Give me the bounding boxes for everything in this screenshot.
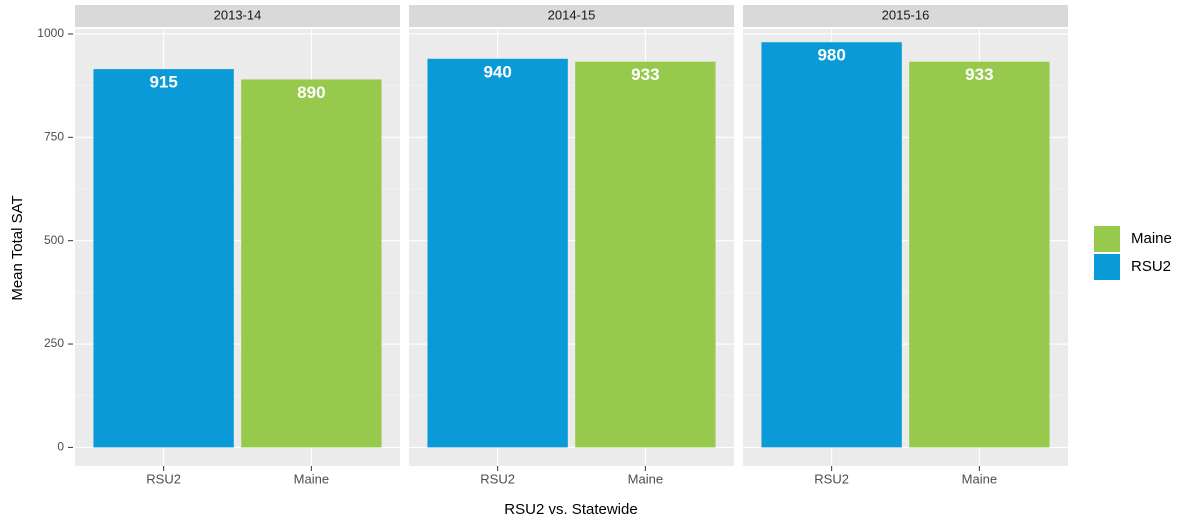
value-label: 915 bbox=[149, 73, 177, 92]
strip bbox=[743, 5, 1068, 27]
bar bbox=[93, 69, 234, 448]
bar bbox=[241, 79, 382, 448]
value-label: 890 bbox=[297, 83, 325, 102]
y-tick-label: 750 bbox=[44, 129, 64, 143]
facet-title: 2014-15 bbox=[548, 7, 596, 22]
facet-title: 2013-14 bbox=[214, 7, 262, 22]
value-label: 933 bbox=[965, 65, 993, 84]
bar bbox=[909, 61, 1050, 448]
y-tick-label: 1000 bbox=[37, 26, 64, 40]
x-tick-label: Maine bbox=[294, 471, 329, 486]
x-tick-label: RSU2 bbox=[814, 471, 849, 486]
legend-label: Maine bbox=[1131, 230, 1172, 247]
value-label: 940 bbox=[483, 62, 511, 81]
y-tick-label: 500 bbox=[44, 233, 64, 247]
x-tick-label: RSU2 bbox=[480, 471, 515, 486]
bar bbox=[427, 58, 568, 448]
legend-swatch bbox=[1094, 226, 1120, 252]
x-tick-label: Maine bbox=[962, 471, 997, 486]
legend-label: RSU2 bbox=[1131, 258, 1171, 275]
y-tick-label: 0 bbox=[57, 440, 64, 454]
strip bbox=[75, 5, 400, 27]
x-tick-label: RSU2 bbox=[146, 471, 181, 486]
bar bbox=[575, 61, 716, 448]
strip bbox=[409, 5, 734, 27]
value-label: 980 bbox=[817, 46, 845, 65]
value-label: 933 bbox=[631, 65, 659, 84]
x-axis-title: RSU2 vs. Statewide bbox=[504, 501, 637, 518]
y-axis-title: Mean Total SAT bbox=[9, 195, 26, 300]
legend-swatch bbox=[1094, 254, 1120, 280]
facet-title: 2015-16 bbox=[882, 7, 930, 22]
y-tick-label: 250 bbox=[44, 336, 64, 350]
bar bbox=[761, 42, 902, 448]
x-tick-label: Maine bbox=[628, 471, 663, 486]
